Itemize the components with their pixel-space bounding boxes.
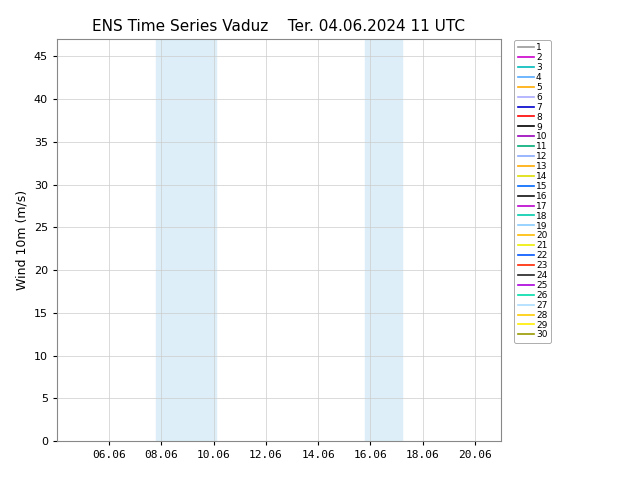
Title: ENS Time Series Vaduz    Ter. 04.06.2024 11 UTC: ENS Time Series Vaduz Ter. 04.06.2024 11… (93, 19, 465, 34)
Bar (156, 39, 216, 441)
Legend: 1, 2, 3, 4, 5, 6, 7, 8, 9, 10, 11, 12, 13, 14, 15, 16, 17, 18, 19, 20, 21, 22, 2: 1, 2, 3, 4, 5, 6, 7, 8, 9, 10, 11, 12, 1… (514, 40, 551, 343)
Y-axis label: Wind 10m (m/s): Wind 10m (m/s) (15, 190, 29, 290)
Bar (365, 39, 402, 441)
